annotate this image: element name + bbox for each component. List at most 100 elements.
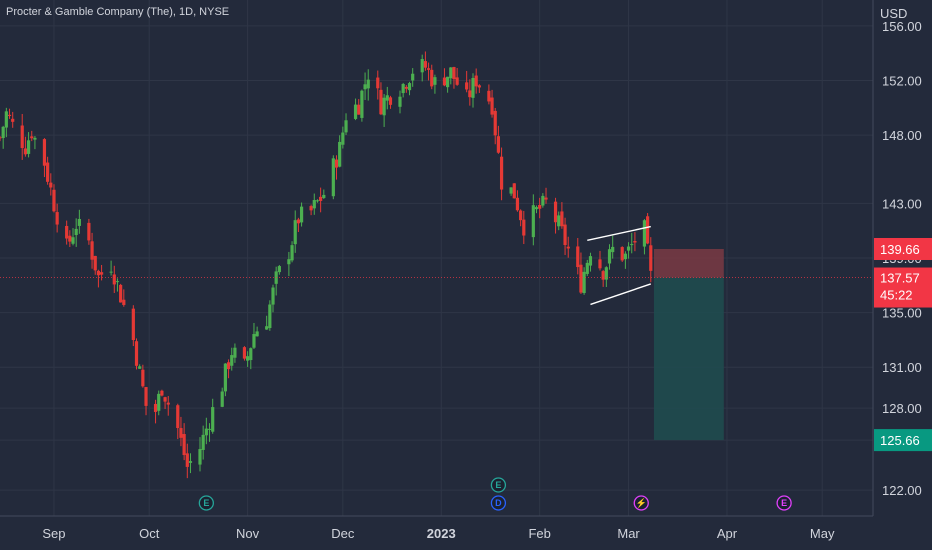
candle-down [404,86,408,89]
candle-down [309,206,313,211]
candle-down [515,197,520,211]
candle-up [252,334,256,348]
price-tick-label: 148.00 [882,128,922,143]
candle-down [452,67,456,80]
candle-down [388,97,393,105]
candle-up [509,187,513,194]
candle-up [604,267,608,280]
price-tick-label: 143.00 [882,196,922,211]
current-price-value: 137.57 [880,271,920,286]
candle-up [211,407,215,432]
candle-up [71,237,75,244]
take-profit-zone[interactable] [653,277,724,441]
candle-up [33,137,37,140]
channel-lines[interactable] [587,225,652,306]
candle-up [433,77,437,85]
price-tick-label: 128.00 [882,401,922,416]
time-axis-panel[interactable] [0,516,932,550]
time-tick-label: May [810,526,835,541]
candle-down [490,97,494,115]
trend-channel-line[interactable] [590,283,652,306]
candle-up [1,126,5,139]
candle-up [607,249,612,264]
candle-up [188,461,193,463]
time-tick-label: 2023 [427,526,456,541]
candle-down [55,212,59,225]
candle-up [109,271,113,273]
candle-up [420,59,424,73]
candle-down [0,137,2,139]
candle-up [344,120,348,133]
trend-channel-line[interactable] [587,225,651,241]
candle-up [220,391,224,407]
dividend-marker[interactable] [490,495,507,511]
candle-up [207,428,212,430]
candle-down [465,82,469,90]
candle-up [230,355,234,366]
candle-up [223,363,227,392]
candle-down [49,182,53,188]
stop-loss-zone[interactable] [653,248,724,278]
candle-up [26,140,31,154]
candle-down [376,77,380,89]
current-price-tag [874,267,932,308]
candle-down [553,201,558,223]
currency-label[interactable]: USD [880,6,908,21]
time-tick-label: Apr [717,526,738,541]
candle-up [385,95,389,101]
candle-down [20,125,24,149]
candle-up [341,132,345,145]
earnings-marker[interactable] [776,495,792,511]
candle-up [271,287,275,305]
price-tags: 139.66 137.57 45:22 125.66 [874,237,932,452]
candle-up [268,304,272,329]
candle-down [163,397,167,402]
candle-down [522,219,526,236]
candle-down [576,246,580,268]
candle-up [360,90,364,118]
candle-down [93,255,97,271]
candle-up [249,348,253,361]
candle-down [430,69,434,87]
candle-down [423,61,427,68]
time-tick-label: Oct [139,526,160,541]
position-zones [653,248,724,441]
candle-down [468,90,472,98]
candle-down [166,402,170,405]
candle-down [68,235,72,242]
candle-down [52,189,56,212]
candle-up [265,326,269,330]
candle-down [122,299,126,305]
candle-up [557,215,561,227]
candle-up [293,220,297,245]
earnings-marker[interactable] [198,495,214,511]
candle-down [226,362,231,370]
candle-up [366,79,370,89]
candle-up [363,84,367,90]
candle-down [519,210,523,221]
candle-down [455,77,459,85]
candle-up [138,366,142,369]
candle-down [566,246,570,249]
candle-down [160,390,164,396]
candle-down [11,118,15,122]
candle-down [649,245,653,271]
candle-up [398,96,402,107]
candle-up [630,244,634,246]
candle-down [620,247,624,261]
event-markers[interactable]: E DE⚡ E [198,477,792,511]
candle-down [96,270,101,276]
price-level-value: 139.66 [880,242,920,257]
candle-up [312,200,316,209]
candle-up [287,259,291,265]
split-event-marker[interactable] [633,495,649,511]
candle-down [42,139,47,166]
candle-up [642,220,647,247]
time-tick-label: Dec [331,526,355,541]
candle-down [90,241,94,260]
earnings-marker[interactable] [490,477,507,493]
candlesticks [0,51,653,479]
candle-down [30,136,34,139]
candle-down [141,369,145,387]
